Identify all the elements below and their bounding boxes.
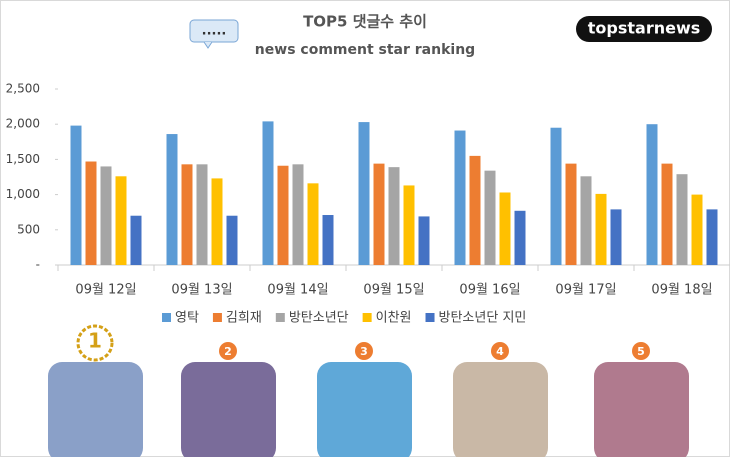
bar	[100, 166, 112, 265]
x-tick-label: 09월 17일	[555, 283, 616, 298]
legend-swatch	[362, 313, 372, 322]
bar	[565, 163, 577, 265]
rank-number: 4	[496, 345, 504, 358]
bubble-tail	[203, 41, 213, 49]
rank-number: 1	[88, 329, 102, 353]
bar	[292, 164, 304, 265]
rank-number: 3	[360, 345, 368, 358]
y-tick-label: -	[36, 258, 40, 272]
photo	[317, 362, 412, 457]
bar	[418, 216, 430, 265]
legend-swatch	[162, 313, 171, 322]
bar	[691, 194, 703, 265]
x-tick-label: 09월 13일	[171, 283, 232, 298]
rank-laurel	[76, 324, 114, 362]
legend-label: 김희재	[226, 311, 262, 326]
bar	[226, 215, 238, 265]
x-tick-label: 09월 12일	[75, 283, 136, 298]
bar	[115, 176, 127, 265]
x-tick-label: 09월 16일	[459, 283, 520, 298]
rank-badge	[355, 342, 373, 360]
bubble-text: .....	[202, 24, 227, 39]
photo	[181, 362, 276, 457]
bar	[550, 127, 562, 265]
photo	[48, 362, 143, 457]
speech-bubble	[189, 19, 239, 43]
bar	[595, 193, 607, 265]
photos	[48, 362, 689, 457]
y-tick-label: 500	[17, 222, 40, 236]
legend-label: 이찬원	[376, 311, 412, 326]
bar	[514, 210, 526, 265]
y-tick-label: 2,000	[6, 117, 40, 131]
chart-title: TOP5 댓글수 추이	[303, 13, 427, 31]
bar	[277, 165, 289, 265]
rank-badge	[219, 342, 237, 360]
rank-badge	[491, 342, 509, 360]
bar	[403, 185, 415, 265]
bar	[262, 121, 274, 265]
bar	[85, 161, 97, 265]
photo	[594, 362, 689, 457]
legend-label: 방탄소년단	[289, 311, 349, 326]
y-tick-label: 1,000	[6, 187, 40, 201]
rank-number: 2	[224, 345, 232, 358]
bar	[388, 167, 400, 265]
bar	[454, 130, 466, 265]
logo-box	[576, 16, 712, 42]
logo: topstarnews	[588, 19, 701, 38]
chart-subtitle: news comment star ranking	[255, 42, 475, 58]
bar	[130, 215, 142, 265]
bar	[661, 163, 673, 265]
rank-number: 5	[637, 345, 645, 358]
bar	[196, 164, 208, 265]
x-tick-label: 09월 18일	[651, 283, 712, 298]
bar	[358, 122, 370, 265]
bar	[610, 209, 622, 265]
legend-swatch	[275, 313, 285, 322]
x-tick-label: 09월 15일	[363, 283, 424, 298]
bar	[676, 174, 688, 265]
bar	[307, 183, 319, 265]
bar	[580, 176, 592, 265]
bar	[499, 192, 511, 265]
rank-badge	[632, 342, 650, 360]
bar	[181, 164, 193, 265]
bar	[373, 163, 385, 265]
y-tick-label: 2,500	[6, 82, 40, 96]
legend-swatch	[212, 313, 222, 322]
bar	[484, 170, 496, 265]
photo	[453, 362, 548, 457]
bar	[322, 215, 334, 265]
legend-label: 방탄소년단 지민	[439, 311, 527, 326]
bar	[211, 178, 223, 265]
bar	[469, 155, 481, 265]
bar	[646, 124, 658, 265]
bar	[166, 134, 178, 265]
y-tick-label: 1,500	[6, 152, 40, 166]
x-tick-label: 09월 14일	[267, 283, 328, 298]
legend-swatch	[425, 313, 435, 322]
legend-label: 영탁	[175, 311, 199, 326]
bar	[70, 125, 82, 265]
bar	[706, 209, 718, 265]
